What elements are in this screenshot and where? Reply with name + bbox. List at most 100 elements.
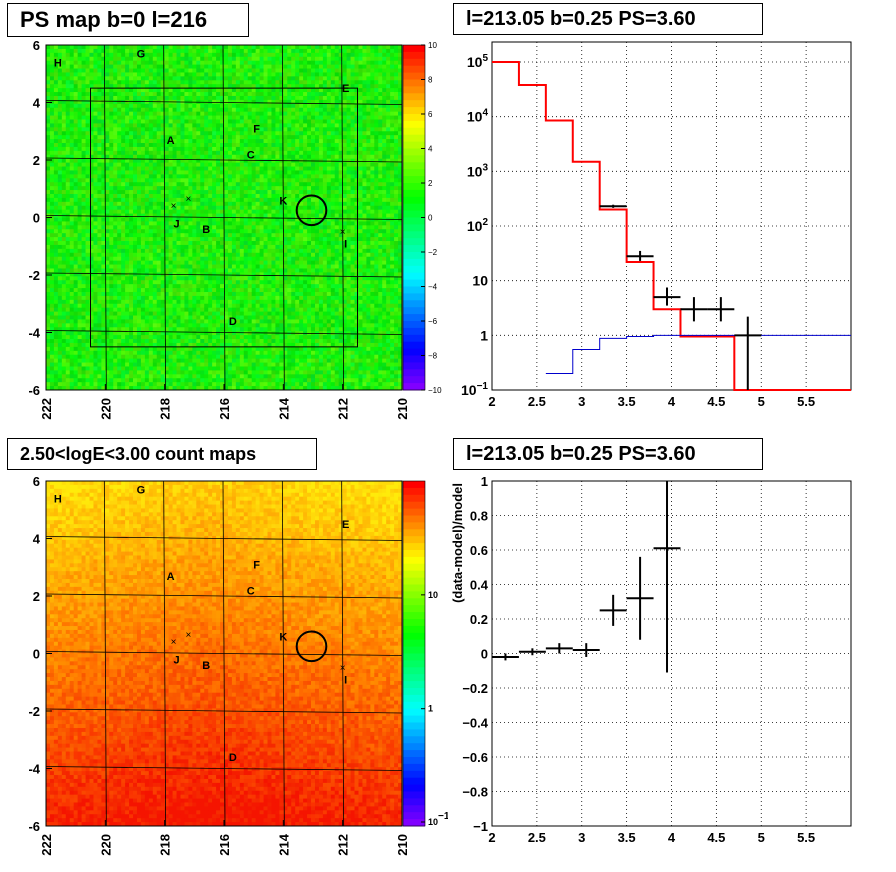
- spectrum-y-tick-label: 1: [480, 327, 488, 343]
- residual-y-tick-label: 0.6: [470, 543, 488, 558]
- colorbar-tick-label: 2: [428, 179, 433, 188]
- colorbar-tick-label: 4: [428, 145, 433, 154]
- colorbar-tick-label: −8: [428, 352, 438, 361]
- y-tick-label: 0: [33, 647, 40, 662]
- source-label-F: F: [253, 123, 260, 135]
- source-label-H: H: [54, 57, 62, 69]
- ps-grid-l: [281, 44, 285, 391]
- spectrum-x-tick-label: 2: [488, 394, 495, 409]
- source-marker: ×: [340, 227, 346, 238]
- count-grid-l: [103, 480, 107, 827]
- source-marker: ×: [185, 630, 191, 641]
- residual-plot: 2 2.5 3 3.5 4 4.5 5 5.5 1 0.8 0.6 0.4 0.2 0 −0.2 −0.4 −0…: [450, 474, 852, 845]
- source-label-F: F: [253, 559, 260, 571]
- source-label-J: J: [173, 218, 179, 230]
- x-tick-label: 214: [276, 397, 291, 419]
- spectrum-x-tick-label: 2.5: [528, 394, 546, 409]
- ps-grid-b: [45, 157, 403, 163]
- ps-grid-b: [45, 100, 403, 105]
- spectrum-x-tick-label: 3: [578, 394, 585, 409]
- spectrum-x-tick-label: 4: [668, 394, 676, 409]
- source-label-J: J: [173, 654, 179, 666]
- residual-title: l=213.05 b=0.25 PS=3.60: [453, 438, 763, 470]
- spectrum-x-tick-label: 5.5: [797, 394, 815, 409]
- count-pixels: [46, 481, 403, 827]
- residual-y-tick-label: 0.2: [470, 612, 488, 627]
- ps-circle: [295, 194, 328, 227]
- x-tick-label: 220: [98, 834, 113, 856]
- y-tick-label: 6: [33, 474, 40, 489]
- source-label-B: B: [202, 224, 210, 236]
- x-tick-label: 220: [98, 398, 113, 420]
- ps-grid-l: [103, 44, 107, 391]
- x-tick-label: 210: [395, 398, 410, 420]
- ps-grid-l: [163, 44, 167, 391]
- residual-chart: 2 2.5 3 3.5 4 4.5 5 5.5 1 0.8 0.6 0.4 0.2 0 −0.2 −0.4 −0…: [450, 474, 852, 845]
- source-label-C: C: [247, 149, 255, 161]
- residual-x-tick-label: 4.5: [707, 830, 725, 845]
- colorbar-tick-label: −10: [428, 386, 442, 395]
- residual-y-axis-label: (data-model)/model: [450, 483, 465, 603]
- y-tick-label: -4: [28, 326, 40, 341]
- residual-y-tick-label: 0.8: [470, 509, 488, 524]
- colorbar-tick-label: −4: [428, 283, 438, 292]
- count-colorbar: [403, 481, 425, 827]
- source-label-K: K: [279, 195, 287, 207]
- y-tick-label: 6: [33, 38, 40, 53]
- count-grid-b: [45, 766, 403, 771]
- x-tick-label: 218: [158, 834, 173, 856]
- ps-grid-l: [341, 44, 345, 391]
- spectrum-x-tick-label: 5: [758, 394, 765, 409]
- x-tick-label: 216: [217, 834, 232, 856]
- source-label-I: I: [344, 674, 347, 686]
- y-tick-label: 0: [33, 211, 40, 226]
- residual-x-tick-label: 5.5: [797, 830, 815, 845]
- colorbar-tick-label: 8: [428, 76, 433, 85]
- x-tick-label: 216: [217, 398, 232, 420]
- count-grid-l: [163, 480, 167, 827]
- x-tick-label: 212: [336, 398, 351, 420]
- source-label-B: B: [202, 660, 210, 672]
- ps-grid-b: [45, 272, 403, 278]
- count-map-title: 2.50<logE<3.00 count maps: [7, 438, 317, 470]
- colorbar-tick-label: −6: [428, 317, 438, 326]
- x-tick-label: 212: [336, 834, 351, 856]
- colorbar-tick-label: 0: [428, 214, 433, 223]
- source-label-E: E: [342, 83, 349, 95]
- colorbar-tick-label: 10: [428, 41, 437, 50]
- count-grid-l: [341, 480, 345, 827]
- spectrum-y-tick-label: 104: [467, 108, 489, 125]
- residual-x-tick-label: 4: [668, 830, 676, 845]
- source-marker: ×: [171, 637, 177, 648]
- colorbar-frame: [402, 480, 426, 827]
- source-label-A: A: [167, 571, 175, 583]
- roi-box: [90, 87, 358, 348]
- source-label-G: G: [137, 49, 146, 61]
- count-grid-l: [281, 480, 285, 827]
- source-label-A: A: [167, 135, 175, 147]
- count-grid-b: [45, 536, 403, 541]
- model-histogram: [492, 61, 851, 391]
- residual-x-tick-label: 2.5: [528, 830, 546, 845]
- ps-grid-b: [45, 215, 403, 220]
- x-tick-label: 218: [158, 398, 173, 420]
- colorbar-tick-label: 6: [428, 110, 433, 119]
- spectrum-y-tick-label: 105: [467, 53, 489, 70]
- y-tick-label: 4: [33, 532, 41, 547]
- count-grid-b: [45, 593, 403, 599]
- spectrum-title: l=213.05 b=0.25 PS=3.60: [453, 3, 763, 35]
- residual-y-tick-label: −0.4: [462, 716, 488, 731]
- residual-y-tick-label: −0.2: [462, 681, 488, 696]
- spectrum-y-tick-label: 102: [467, 217, 489, 234]
- ps-circle: [295, 630, 328, 663]
- y-tick-label: -2: [28, 268, 40, 283]
- y-tick-label: -4: [28, 762, 40, 777]
- source-label-H: H: [54, 493, 62, 505]
- spectrum-y-tick-label: 10−1: [461, 381, 488, 398]
- x-tick-label: 222: [39, 834, 54, 856]
- source-label-E: E: [342, 519, 349, 531]
- x-tick-label: 214: [276, 833, 291, 855]
